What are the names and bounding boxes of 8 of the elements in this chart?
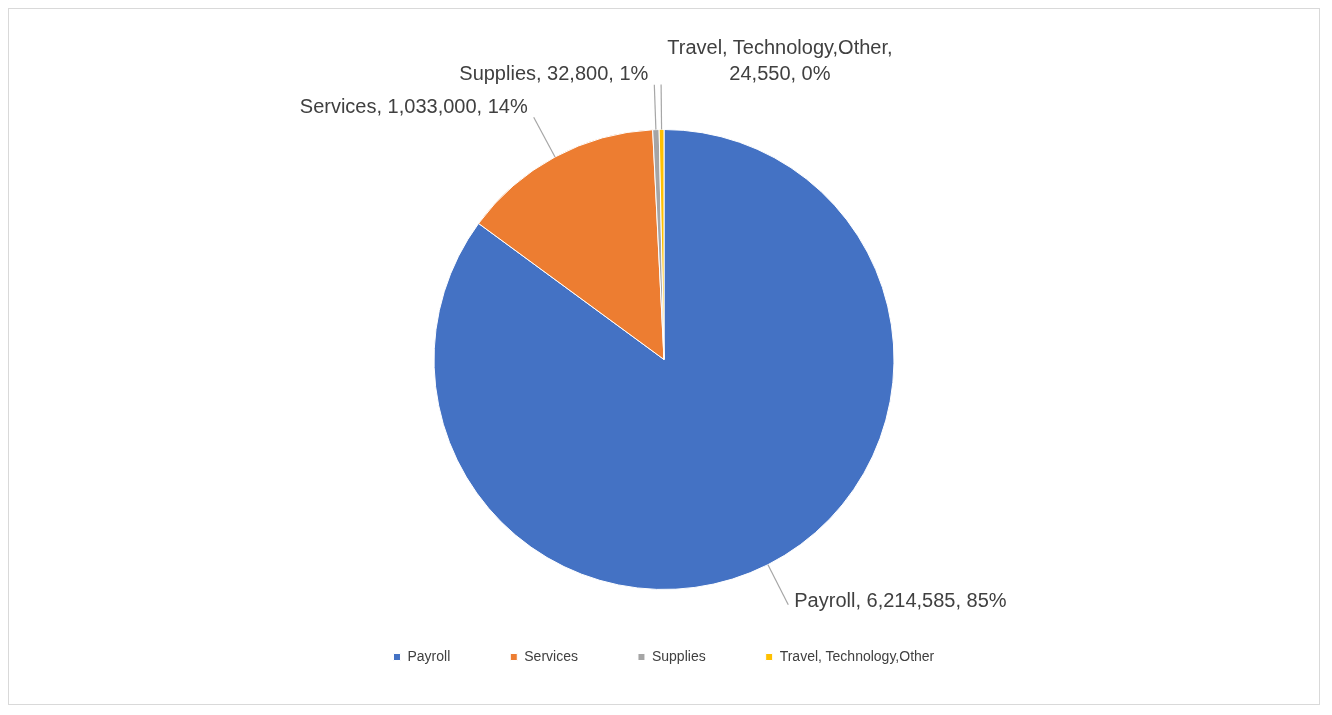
data-label: Services, 1,033,000, 14% <box>299 94 528 117</box>
legend-label: Payroll <box>407 647 451 664</box>
data-label: Travel, Technology,Other, 24,550, 0% <box>667 36 893 85</box>
legend-label: Supplies <box>651 647 706 664</box>
data-label: Payroll, 6,214,585, 85% <box>794 589 1007 612</box>
legend-label: Travel, Technology,Other <box>779 647 935 664</box>
data-label: Supplies, 32,800, 1% <box>459 62 649 85</box>
legend-label: Services <box>524 647 578 664</box>
